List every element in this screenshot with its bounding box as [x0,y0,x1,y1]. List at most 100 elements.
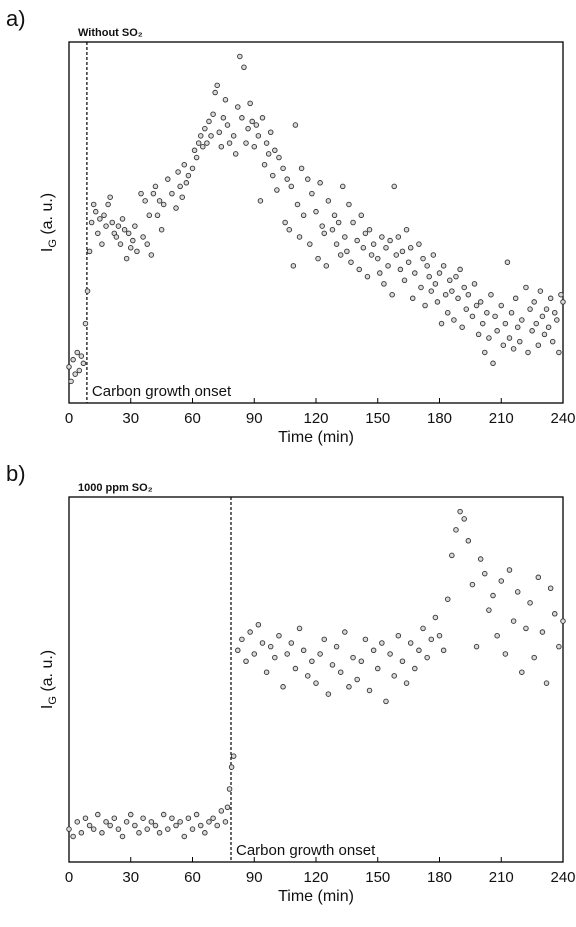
data-point [403,226,410,233]
data-point [148,819,155,825]
plot-frame [68,41,564,404]
data-point [455,295,461,302]
data-point [416,241,422,247]
data-point [356,266,362,273]
data-point [309,190,315,197]
data-point [502,320,509,327]
data-point [492,313,498,320]
data-point [381,281,387,287]
data-point [305,176,311,182]
data-point [329,662,336,668]
data-point [432,281,439,287]
data-point [545,324,552,330]
data-point [204,140,210,146]
data-point [379,234,385,240]
data-point [284,176,290,182]
data-point [457,266,463,273]
data-point [130,237,136,244]
data-point [399,658,406,665]
data-point [389,291,395,298]
data-point [444,596,451,602]
data-point [430,252,437,258]
data-point [202,125,208,132]
data-point [552,310,558,316]
y-label-sub: G [47,696,59,705]
data-point [300,647,307,654]
data-point [208,133,214,139]
data-point [309,658,315,665]
data-point [160,201,167,208]
data-point [222,819,229,825]
data-point [395,234,402,240]
data-point [251,651,257,657]
data-point [226,140,233,146]
data-point [407,245,414,251]
data-point [395,632,402,639]
data-point [482,570,488,577]
data-point [556,643,562,650]
x-tick-label: 150 [365,869,390,886]
data-point [502,651,509,657]
data-point [370,241,377,247]
data-point [486,607,492,613]
data-point [177,819,183,825]
x-tick-label: 210 [489,410,514,427]
data-point [383,245,389,251]
data-point [74,349,80,356]
data-point [103,223,109,229]
data-point [407,640,414,646]
data-point [510,618,517,624]
data-point [290,263,297,269]
data-point [251,143,257,150]
data-point [368,252,375,258]
data-point [506,567,513,573]
data-point [469,313,476,320]
data-point [158,226,165,233]
data-point [498,302,505,309]
data-point [214,822,220,829]
data-point [197,133,204,139]
data-point [300,212,307,219]
data-point [280,165,286,172]
data-point [391,673,397,679]
data-point [183,180,190,186]
data-point [224,122,231,128]
data-point [99,241,105,247]
data-point [113,234,120,240]
data-point [175,169,181,175]
data-point [165,826,171,832]
data-point [156,830,163,836]
data-point [412,665,418,672]
data-point [298,165,305,172]
data-point [230,133,237,139]
data-point [473,643,480,650]
data-point [471,281,478,287]
data-point [228,764,235,770]
data-point [119,216,126,222]
x-tick-label: 180 [427,410,452,427]
data-point [272,654,278,661]
annotation: Carbon growth onset [236,842,376,859]
data-point [144,241,150,247]
data-point [193,811,200,818]
data-point [226,786,233,792]
data-point [346,201,352,208]
data-point [556,349,562,356]
data-point [245,125,251,132]
data-point [237,53,243,60]
data-point [66,364,72,370]
data-point [422,302,428,309]
panel-label: a) [6,6,26,31]
data-point [479,320,486,327]
data-point [138,190,144,197]
data-point [514,324,521,330]
data-point [477,556,484,562]
data-point [222,97,229,103]
data-point [78,830,85,836]
data-point [272,147,278,154]
data-point [490,592,496,599]
y-label-main: I [39,248,56,252]
data-point [438,320,445,327]
data-point [255,622,262,628]
data-point [535,342,542,348]
